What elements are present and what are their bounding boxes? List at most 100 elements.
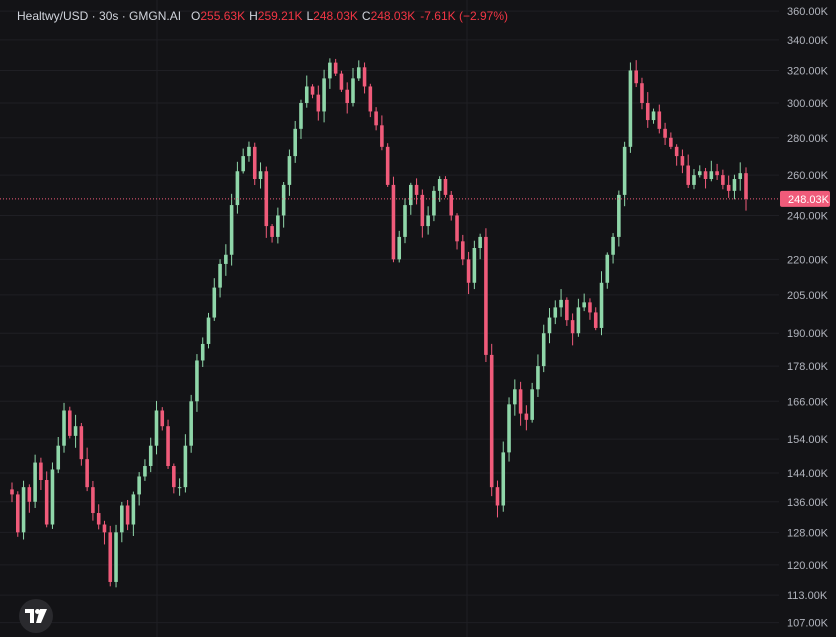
candle-down: [674, 146, 679, 157]
change-value: -7.61K (−2.97%): [420, 9, 508, 23]
candle-up: [732, 179, 737, 191]
candle-up: [599, 282, 604, 328]
candle-down: [640, 83, 644, 103]
candle-up: [559, 299, 563, 308]
price-axis-tick-label: 128.00K: [787, 527, 829, 539]
price-axis-tick-label: 340.00K: [787, 35, 829, 47]
candle-up: [33, 462, 37, 502]
candle-up: [137, 476, 141, 495]
candle-up: [472, 247, 477, 283]
candle-down: [39, 462, 43, 481]
candle-down: [316, 94, 321, 112]
candle-down: [726, 184, 731, 191]
candle-down: [108, 532, 113, 582]
candle-down: [345, 89, 350, 103]
candle-down: [368, 86, 373, 112]
candle-up: [501, 452, 506, 506]
candle-up: [235, 171, 240, 206]
candle-down: [420, 194, 425, 227]
candle-up: [322, 78, 326, 112]
candle-down: [443, 179, 448, 195]
candle-up: [356, 67, 361, 79]
candle-down: [85, 459, 89, 488]
candle-up: [651, 111, 656, 121]
candle-down: [79, 426, 84, 460]
low-label: L: [306, 9, 314, 23]
candle-up: [611, 236, 615, 255]
candle-up: [530, 389, 534, 420]
candle-up: [73, 426, 78, 436]
candle-up: [143, 466, 147, 477]
close-label: C: [361, 9, 371, 23]
candle-down: [489, 354, 494, 488]
current-price-label: 248.03K: [788, 194, 830, 206]
candle-down: [160, 410, 165, 427]
candle-down: [264, 171, 269, 227]
candle-up: [183, 445, 188, 488]
candle-up: [576, 307, 581, 334]
candle-up: [408, 184, 413, 206]
candle-down: [380, 125, 384, 147]
candle-up: [287, 156, 292, 185]
price-axis-tick-label: 360.00K: [787, 6, 829, 18]
price-axis-tick-label: 190.00K: [787, 328, 829, 340]
candle-down: [333, 62, 338, 74]
candle-up: [258, 171, 263, 180]
high-label: H: [249, 9, 258, 23]
candle-down: [102, 524, 107, 533]
tradingview-logo-mark: [25, 609, 47, 623]
grid-lines: [0, 0, 779, 637]
price-axis-tick-label: 113.00K: [787, 590, 828, 602]
candle-up: [293, 128, 297, 157]
candle-down: [686, 165, 690, 185]
candle-up: [622, 146, 627, 195]
candle-down: [414, 184, 419, 195]
price-axis-tick-label: 154.00K: [787, 434, 829, 446]
candle-down: [593, 312, 598, 328]
candle-down: [15, 494, 20, 533]
tradingview-logo-icon[interactable]: [19, 599, 53, 633]
candle-up: [21, 487, 26, 533]
candle-down: [703, 171, 708, 180]
candle-up: [200, 343, 205, 361]
candle-up: [218, 263, 222, 288]
price-axis-tick-label: 205.00K: [787, 290, 829, 302]
candle-down: [385, 146, 390, 185]
high-value: 259.21K: [257, 9, 303, 23]
candle-down: [166, 426, 170, 467]
candle-up: [351, 78, 355, 103]
price-axis-tick-label: 166.00K: [787, 396, 829, 408]
candle-down: [125, 505, 130, 525]
price-axis[interactable]: 360.00K 340.00K 320.00K 300.00K 280.00K 260.0…: [779, 0, 836, 637]
candle-down: [374, 111, 378, 126]
candle-down: [588, 302, 592, 313]
candle-up: [437, 179, 442, 191]
candle-up: [148, 445, 153, 467]
candle-down: [362, 67, 367, 87]
candle-up: [177, 487, 182, 489]
candle-up: [513, 389, 517, 405]
candle-up: [131, 494, 136, 525]
price-axis-tick-label: 107.00K: [787, 618, 829, 630]
candle-up: [62, 410, 66, 446]
candles: [10, 58, 748, 588]
price-axis-tick-label: 260.00K: [787, 170, 829, 182]
price-axis-tick-label: 120.00K: [787, 560, 829, 572]
candle-up: [709, 171, 714, 180]
candle-up: [628, 70, 633, 147]
candle-up: [276, 215, 280, 237]
candle-up: [605, 254, 610, 283]
symbol-legend: Healtwy/USD · 30s · GMGN.AI O 255.63K H 25…: [17, 9, 508, 23]
candle-up: [304, 86, 309, 103]
candle-up: [697, 171, 702, 176]
current-price-badge: 248.03K: [780, 190, 830, 207]
candle-down: [172, 466, 176, 488]
candle-up: [582, 302, 586, 308]
candle-down: [27, 487, 32, 502]
candle-down: [91, 487, 95, 514]
candle-up: [212, 287, 217, 318]
symbol-title[interactable]: Healtwy/USD · 30s · GMGN.AI: [17, 9, 182, 23]
candle-down: [721, 175, 725, 185]
candle-down: [44, 480, 49, 525]
